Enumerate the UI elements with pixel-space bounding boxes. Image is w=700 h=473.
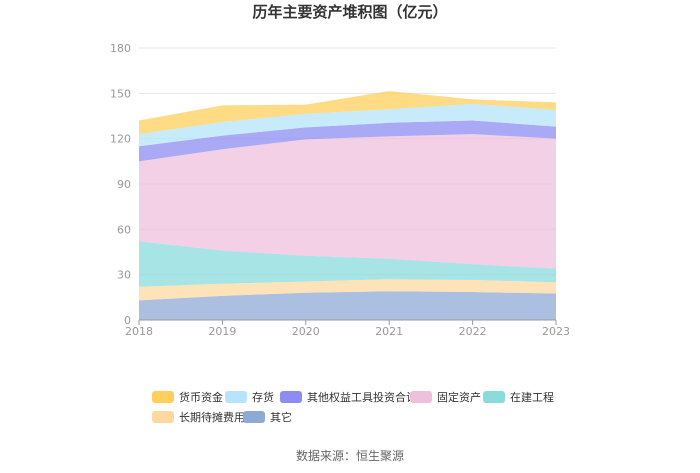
x-tick-label: 2020 [292, 325, 320, 338]
area-series-1 [139, 279, 556, 301]
legend-swatch [152, 411, 174, 423]
axes: 0 30 60 90 120 150 180 2018 2019 2020 2021 2022 2023 [110, 42, 570, 338]
legend-swatch [410, 391, 432, 403]
y-tick-label: 0 [124, 314, 131, 327]
data-source: 数据来源：恒生聚源 [296, 448, 404, 463]
x-tick-label: 2019 [208, 325, 236, 338]
legend-swatch [225, 391, 247, 403]
y-tick-label: 90 [117, 178, 131, 191]
legend-swatch [243, 411, 265, 423]
x-tick-label: 2018 [125, 325, 153, 338]
x-tick-label: 2021 [375, 325, 403, 338]
legend-item[interactable]: 其它 [243, 410, 292, 424]
legend-swatch [280, 391, 302, 403]
area-series-group [139, 91, 556, 320]
legend-label: 长期待摊费用 [179, 410, 245, 424]
legend-swatch [483, 391, 505, 403]
area-series-3 [139, 134, 556, 269]
legend-label: 其它 [270, 410, 292, 424]
legend-label: 存货 [252, 390, 274, 404]
legend-label: 其他权益工具投资合计 [307, 390, 417, 404]
legend-item[interactable]: 货币资金 [152, 390, 223, 404]
legend-item[interactable]: 长期待摊费用 [152, 410, 245, 424]
area-series-5 [139, 103, 556, 147]
x-tick-label: 2022 [459, 325, 487, 338]
legend-label: 货币资金 [179, 390, 223, 404]
y-tick-label: 120 [110, 133, 131, 146]
legend-swatch [152, 391, 174, 403]
y-tick-label: 150 [110, 87, 131, 100]
chart-title: 历年主要资产堆积图（亿元） [252, 3, 447, 21]
legend-item[interactable]: 存货 [225, 390, 274, 404]
y-tick-label: 60 [117, 223, 131, 236]
area-series-4 [139, 120, 556, 162]
area-series-2 [139, 241, 556, 287]
area-series-6 [139, 91, 556, 135]
area-series-0 [139, 291, 556, 320]
y-tick-label: 180 [110, 42, 131, 55]
legend-label: 在建工程 [510, 390, 554, 404]
legend-label: 固定资产 [437, 390, 481, 404]
y-tick-label: 30 [117, 269, 131, 282]
legend-item[interactable]: 固定资产 [410, 390, 481, 404]
legend-item[interactable]: 其他权益工具投资合计 [280, 390, 417, 404]
x-tick-label: 2023 [542, 325, 570, 338]
legend-item[interactable]: 在建工程 [483, 390, 554, 404]
